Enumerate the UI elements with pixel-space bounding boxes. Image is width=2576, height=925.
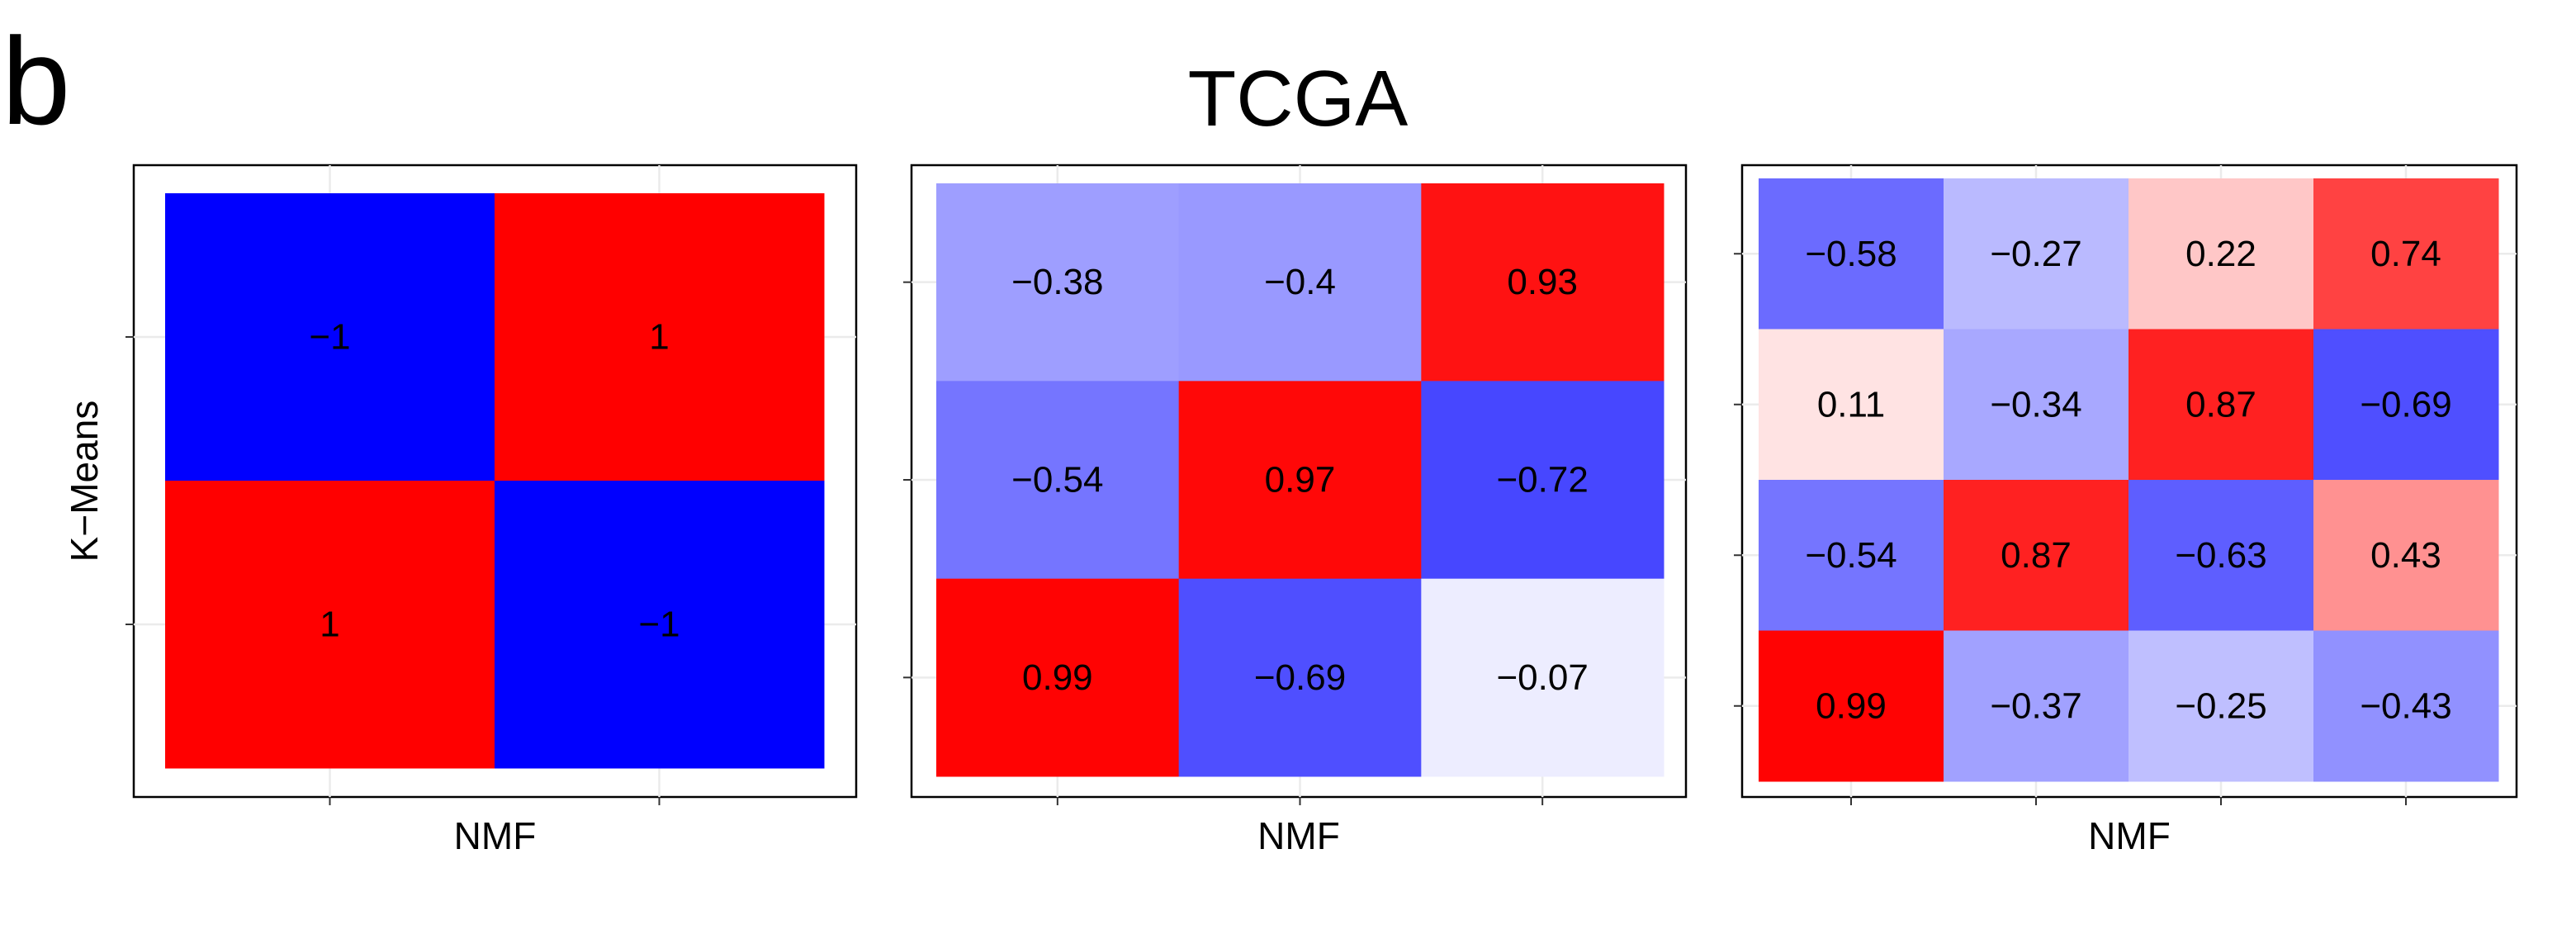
heatmap-cell [1759, 630, 1944, 782]
heatmap-cell [2129, 329, 2314, 481]
heatmap-cell [1759, 329, 1944, 481]
cell-value-label: −0.43 [2360, 685, 2451, 726]
heatmap-cell [165, 481, 495, 769]
x-axis-title: NMF [2088, 814, 2171, 857]
cell-value-label: −0.69 [2360, 384, 2451, 425]
cell-value-label: −0.69 [1254, 657, 1346, 698]
heatmap-cell [1759, 480, 1944, 631]
heatmap-cell [1944, 480, 2129, 631]
cell-value-label: −0.54 [1805, 535, 1896, 576]
heatmap-cell [1178, 578, 1422, 777]
cell-value-label: 1 [649, 317, 669, 358]
heatmap-cell [2313, 480, 2499, 631]
cell-value-label: 1 [320, 605, 339, 645]
cell-value-label: −0.54 [1011, 460, 1103, 500]
heatmap-panel-2: −0.38 −0.4 0.93 −0.54 0.97 −0.72 0.99 −0.69 −0.0… [903, 164, 1688, 857]
heatmap-cell [2313, 178, 2499, 330]
heatmap-cell [2313, 630, 2499, 782]
heatmap-panel-1: −1 1 1 −1 NMF K−Means [63, 164, 858, 857]
cell-value-label: −1 [309, 317, 350, 358]
cell-value-label: 0.22 [2185, 234, 2256, 274]
x-axis-title: NMF [454, 814, 537, 857]
heatmap-cell [495, 481, 825, 769]
cell-value-label: −0.34 [1990, 384, 2081, 425]
cell-value-label: 0.87 [2001, 535, 2072, 576]
heatmap-cell [2129, 480, 2314, 631]
cell-value-label: −0.4 [1264, 262, 1336, 302]
cell-value-label: −1 [638, 605, 680, 645]
heatmap-cell [1421, 381, 1664, 580]
heatmap-cell [1421, 183, 1664, 382]
heatmap-cell [1759, 178, 1944, 330]
heatmap-cell [2313, 329, 2499, 481]
heatmap-cell [936, 381, 1180, 580]
heatmap-panel-3: −0.58 −0.27 0.22 0.74 0.11 −0.34 0.87 −0.69 −0.5… [1734, 164, 2518, 857]
heatmap-cell [2129, 178, 2314, 330]
cell-value-label: 0.87 [2185, 384, 2256, 425]
cell-value-label: 0.74 [2370, 234, 2441, 274]
cell-value-label: 0.93 [1507, 262, 1578, 302]
cell-value-label: −0.37 [1990, 685, 2081, 726]
cell-value-label: −0.07 [1496, 657, 1588, 698]
heatmap-cell [495, 193, 825, 481]
cell-value-label: −0.38 [1011, 262, 1103, 302]
y-axis-title: K−Means [63, 401, 106, 562]
heatmap-cell [165, 193, 495, 481]
cell-value-label: −0.58 [1805, 234, 1896, 274]
heatmap-cell [1944, 329, 2129, 481]
cell-value-label: −0.72 [1496, 460, 1588, 500]
cell-value-label: 0.99 [1816, 685, 1887, 726]
heatmap-cell [1178, 381, 1422, 580]
heatmap-cell [2129, 630, 2314, 782]
cell-value-label: −0.63 [2175, 535, 2266, 576]
cell-value-label: 0.99 [1022, 657, 1093, 698]
heatmap-cell [936, 183, 1180, 382]
x-axis-title: NMF [1257, 814, 1340, 857]
cell-value-label: 0.11 [1817, 384, 1885, 425]
cell-value-label: −0.25 [2175, 685, 2266, 726]
heatmap-cell [1944, 178, 2129, 330]
figure-title: TCGA [1188, 55, 1409, 143]
heatmap-cell [936, 578, 1180, 777]
cell-value-label: −0.27 [1990, 234, 2081, 274]
cell-value-label: 0.43 [2370, 535, 2441, 576]
panel-tag: b [2, 12, 70, 150]
cell-value-label: 0.97 [1265, 460, 1336, 500]
heatmap-cell [1421, 578, 1664, 777]
heatmap-cell [1944, 630, 2129, 782]
heatmap-cell [1178, 183, 1422, 382]
